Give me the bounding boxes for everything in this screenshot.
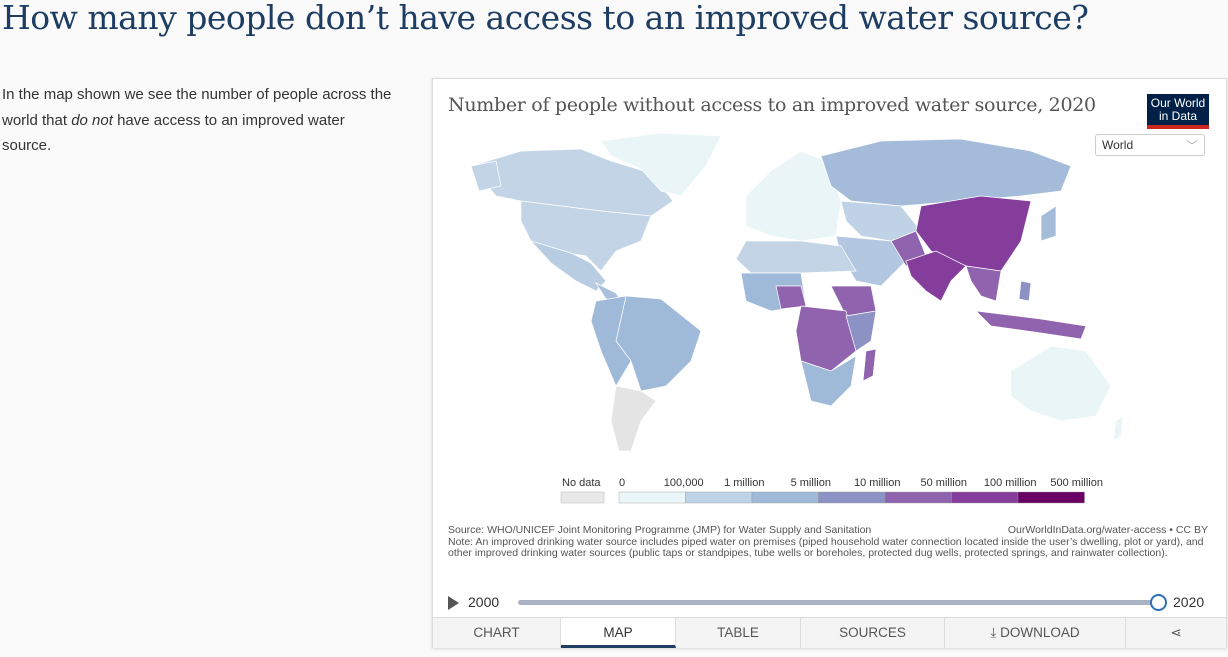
download-label: DOWNLOAD bbox=[1000, 625, 1080, 640]
legend-bin[interactable] bbox=[685, 491, 753, 504]
region-southern-africa[interactable] bbox=[800, 355, 857, 407]
share-icon: ⋖ bbox=[1170, 625, 1182, 640]
legend-bin[interactable] bbox=[818, 491, 886, 504]
legend-bin[interactable] bbox=[1017, 491, 1085, 504]
timeline: 2000 2020 bbox=[448, 593, 1208, 613]
map-legend bbox=[560, 491, 1085, 504]
timeline-start: 2000 bbox=[468, 594, 500, 610]
legend-label: 100,000 bbox=[663, 477, 704, 489]
source-note: Source: WHO/UNICEF Joint Monitoring Prog… bbox=[448, 524, 1208, 560]
legend-label: 1 million bbox=[724, 477, 765, 489]
legend-no-data-swatch bbox=[560, 491, 605, 504]
country-madagascar[interactable] bbox=[862, 348, 877, 382]
legend-bin[interactable] bbox=[884, 491, 952, 504]
legend-bin[interactable] bbox=[618, 491, 686, 504]
country-india[interactable] bbox=[905, 250, 967, 302]
source-url[interactable]: OurWorldInData.org/water-access • CC BY bbox=[1007, 524, 1208, 536]
country-usa[interactable] bbox=[520, 200, 652, 272]
country-new-zealand[interactable] bbox=[1112, 415, 1124, 442]
legend-label: 10 million bbox=[854, 477, 901, 489]
legend-label: 500 million bbox=[1050, 477, 1103, 489]
chart-card: Number of people without access to an im… bbox=[432, 78, 1227, 648]
tab-download[interactable]: ⤓ DOWNLOAD bbox=[945, 618, 1126, 648]
owid-logo[interactable]: Our World in Data bbox=[1147, 94, 1209, 129]
chevron-down-icon: ﹀ bbox=[1185, 139, 1198, 153]
chart-title: Number of people without access to an im… bbox=[448, 94, 1096, 116]
intro-before: In the map shown we see the number of pe… bbox=[2, 86, 392, 129]
region-north-africa[interactable] bbox=[735, 240, 857, 274]
country-indonesia[interactable] bbox=[975, 310, 1087, 340]
source-text: Source: WHO/UNICEF Joint Monitoring Prog… bbox=[448, 524, 872, 536]
legend-no-data-label: No data bbox=[562, 477, 601, 489]
tab-map[interactable]: MAP bbox=[561, 618, 676, 648]
legend-bin[interactable] bbox=[751, 491, 819, 504]
timeline-end: 2020 bbox=[1173, 594, 1205, 610]
tab-table[interactable]: TABLE bbox=[676, 618, 801, 648]
country-argentina-chile[interactable] bbox=[610, 385, 657, 452]
country-philippines[interactable] bbox=[1018, 280, 1032, 302]
country-alaska[interactable] bbox=[470, 160, 502, 192]
tab-sources[interactable]: SOURCES bbox=[801, 618, 945, 648]
country-greenland[interactable] bbox=[600, 132, 722, 197]
country-russia[interactable] bbox=[820, 138, 1072, 207]
country-nigeria[interactable] bbox=[775, 285, 807, 310]
download-icon: ⤓ bbox=[990, 625, 1001, 640]
region-southeast-asia[interactable] bbox=[965, 265, 1002, 302]
country-canada[interactable] bbox=[470, 148, 674, 217]
page-title: How many people don’t have access to an … bbox=[2, 0, 1089, 37]
region-select[interactable]: World ﹀ bbox=[1095, 134, 1205, 156]
region-east-africa[interactable] bbox=[845, 310, 877, 352]
world-map[interactable] bbox=[433, 79, 1226, 479]
note-text: Note: An improved drinking water source … bbox=[448, 535, 1204, 559]
tab-chart[interactable]: CHART bbox=[433, 618, 561, 648]
country-andes[interactable] bbox=[590, 295, 632, 387]
legend-label: 50 million bbox=[920, 477, 967, 489]
logo-line2: in Data bbox=[1158, 109, 1198, 123]
legend-label: 100 million bbox=[983, 477, 1037, 489]
intro-after: have access to an improved water source. bbox=[2, 111, 345, 155]
country-japan-korea[interactable] bbox=[1040, 205, 1057, 242]
play-icon[interactable] bbox=[448, 596, 459, 610]
chart-tabs: CHART MAP TABLE SOURCES ⤓ DOWNLOAD ⋖ bbox=[433, 617, 1226, 648]
region-select-value: World bbox=[1102, 138, 1134, 152]
timeline-slider[interactable] bbox=[518, 600, 1158, 605]
legend-label: 0 bbox=[619, 477, 626, 489]
timeline-handle[interactable] bbox=[1150, 594, 1167, 611]
share-button[interactable]: ⋖ bbox=[1126, 618, 1226, 648]
intro-text: In the map shown we see the number of pe… bbox=[2, 82, 397, 159]
region-europe[interactable] bbox=[745, 150, 842, 242]
legend-bin[interactable] bbox=[951, 491, 1019, 504]
logo-line1: Our World bbox=[1150, 96, 1206, 110]
country-australia[interactable] bbox=[1010, 345, 1112, 422]
legend-label: 5 million bbox=[790, 477, 831, 489]
intro-emphasis: do not bbox=[71, 111, 113, 129]
